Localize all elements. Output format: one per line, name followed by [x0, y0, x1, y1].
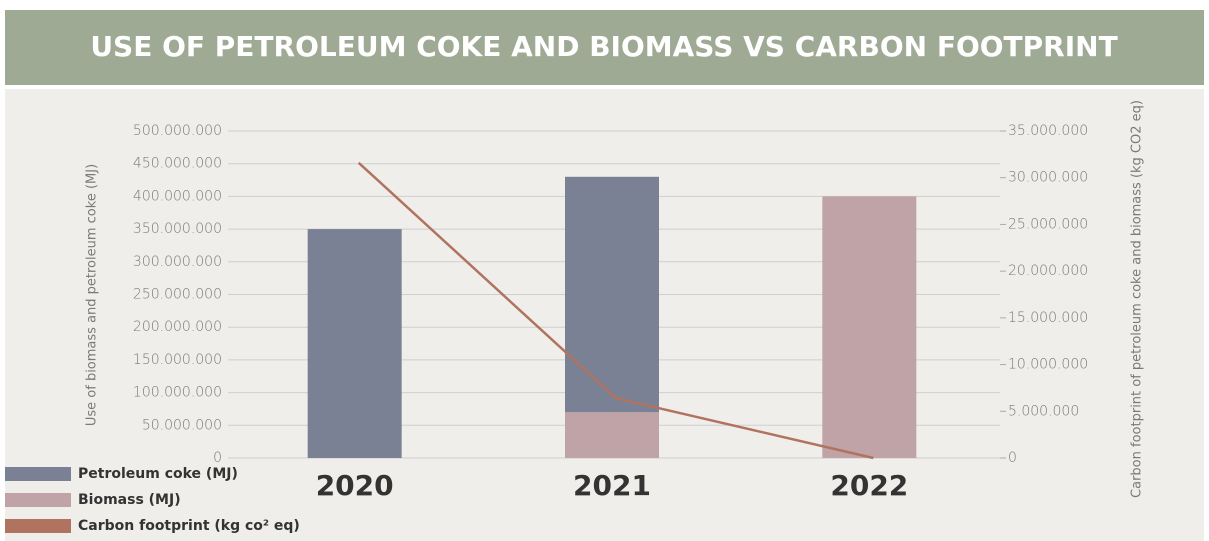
y-tick-label: 150.000.000 [133, 352, 222, 368]
y-axis-title: Use of biomass and petroleum coke (MJ) [85, 164, 100, 426]
y-tick-label: 400.000.000 [133, 188, 222, 204]
legend-label: Carbon footprint (kg co² eq) [78, 518, 300, 534]
y-tick-label: 50.000.000 [142, 417, 222, 433]
y-tick-label: 250.000.000 [133, 287, 222, 303]
y-tick-label: 0 [213, 450, 222, 466]
y2-tick-label: 30.000.000 [1008, 170, 1088, 186]
y-tick-label: 100.000.000 [133, 385, 222, 401]
y-tick-label: 500.000.000 [133, 123, 222, 139]
x-tick-label: 2021 [573, 469, 651, 502]
bar-segment [565, 176, 659, 413]
legend-swatch [5, 493, 71, 507]
legend-label: Petroleum coke (MJ) [78, 466, 238, 482]
y2-tick-label: 20.000.000 [1008, 263, 1088, 279]
y2-tick-label: 10.000.000 [1008, 357, 1088, 373]
bar-segment [307, 229, 402, 458]
legend-swatch [5, 519, 71, 533]
line [357, 161, 874, 460]
y-tick-label: 300.000.000 [133, 254, 222, 270]
y2-axis-title: Carbon footprint of petroleum coke and b… [1130, 100, 1145, 498]
chart-title: USE OF PETROLEUM COKE AND BIOMASS VS CAR… [90, 30, 1117, 63]
header-band [5, 10, 1204, 85]
y-tick-label: 350.000.000 [133, 221, 222, 237]
bar-segment [565, 412, 659, 458]
x-tick-label: 2022 [830, 469, 908, 502]
y2-tick-label: 25.000.000 [1008, 216, 1088, 232]
x-tick-label: 2020 [316, 469, 394, 502]
y-tick-label: 200.000.000 [133, 319, 222, 335]
y2-tick-label: 35.000.000 [1008, 123, 1088, 139]
bar-segment [822, 196, 917, 458]
y2-tick-label: 0 [1008, 450, 1017, 466]
y2-tick-label: 5.000.000 [1008, 403, 1079, 419]
y-tick-label: 450.000.000 [133, 156, 222, 172]
legend-label: Biomass (MJ) [78, 492, 181, 508]
y2-tick-label: 15.000.000 [1008, 310, 1088, 326]
legend-swatch [5, 467, 71, 481]
